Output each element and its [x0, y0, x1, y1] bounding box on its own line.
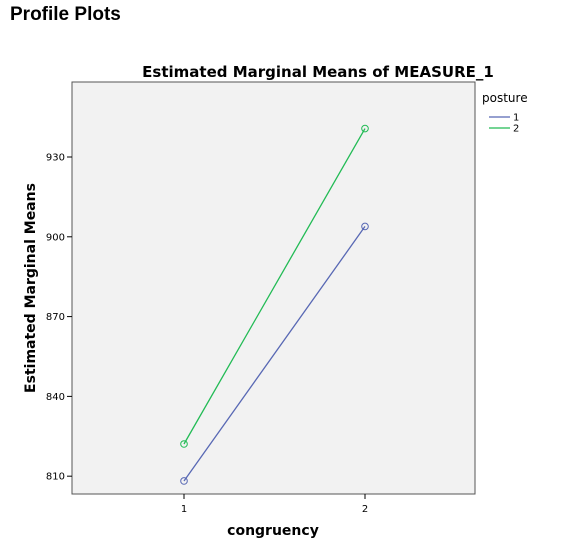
data-point-posture-2-congruency-2 — [361, 124, 369, 133]
chart-title: Estimated Marginal Means of MEASURE_1 — [142, 63, 494, 81]
x-axis-label: congruency — [227, 523, 319, 539]
x-tick-label: 1 — [181, 504, 187, 515]
legend-title: posture — [482, 91, 528, 105]
y-tick-label: 930 — [46, 153, 65, 164]
series-line-posture-2 — [183, 128, 366, 445]
y-tick-label: 810 — [46, 472, 65, 483]
legend-entry-label-1: 1 — [513, 113, 519, 124]
data-point-posture-1-congruency-2 — [361, 222, 369, 231]
legend-entries: 12 — [489, 113, 519, 135]
page-title: Profile Plots — [10, 4, 121, 25]
y-tick-label: 840 — [46, 392, 65, 403]
legend-entry-label-2: 2 — [513, 124, 519, 135]
y-tick-label: 900 — [46, 232, 65, 243]
data-point-posture-2-congruency-1 — [180, 440, 188, 448]
series-line-posture-1 — [183, 226, 366, 482]
y-axis: 810 840 870 900 930 — [46, 153, 72, 483]
legend: posture 12 — [482, 91, 528, 135]
y-tick-label: 870 — [46, 312, 65, 323]
x-tick-label: 2 — [362, 504, 368, 515]
series-layer — [180, 124, 369, 485]
data-point-posture-1-congruency-1 — [180, 477, 188, 485]
y-axis-label: Estimated Marginal Means — [23, 183, 39, 393]
